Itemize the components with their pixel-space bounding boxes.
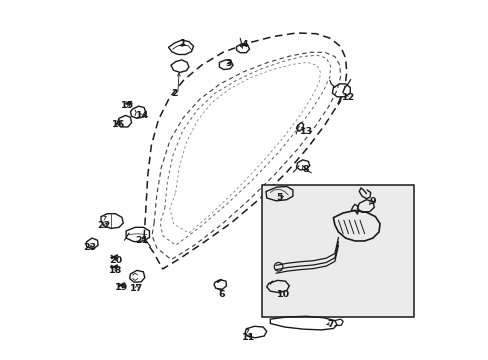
Text: 22: 22	[97, 221, 110, 230]
Text: 11: 11	[241, 333, 254, 342]
Text: 12: 12	[341, 93, 354, 102]
Text: 15: 15	[121, 101, 134, 110]
Text: 18: 18	[108, 266, 122, 275]
Text: 9: 9	[369, 197, 375, 206]
Text: 2: 2	[171, 89, 178, 98]
Text: 16: 16	[111, 120, 124, 129]
Text: 19: 19	[115, 283, 128, 292]
Text: 14: 14	[135, 111, 149, 120]
Text: 7: 7	[326, 320, 333, 329]
Text: 20: 20	[109, 256, 122, 265]
Text: 1: 1	[180, 39, 186, 48]
Text: 5: 5	[276, 193, 283, 202]
Bar	[261, 185, 413, 317]
Text: 10: 10	[276, 289, 289, 298]
Text: 13: 13	[299, 127, 312, 136]
Text: 6: 6	[218, 289, 224, 298]
Text: 8: 8	[302, 165, 309, 174]
Text: 3: 3	[224, 59, 231, 68]
Text: 23: 23	[83, 243, 96, 252]
Text: 4: 4	[241, 40, 247, 49]
Text: 21: 21	[135, 237, 149, 246]
Text: 17: 17	[129, 284, 142, 293]
